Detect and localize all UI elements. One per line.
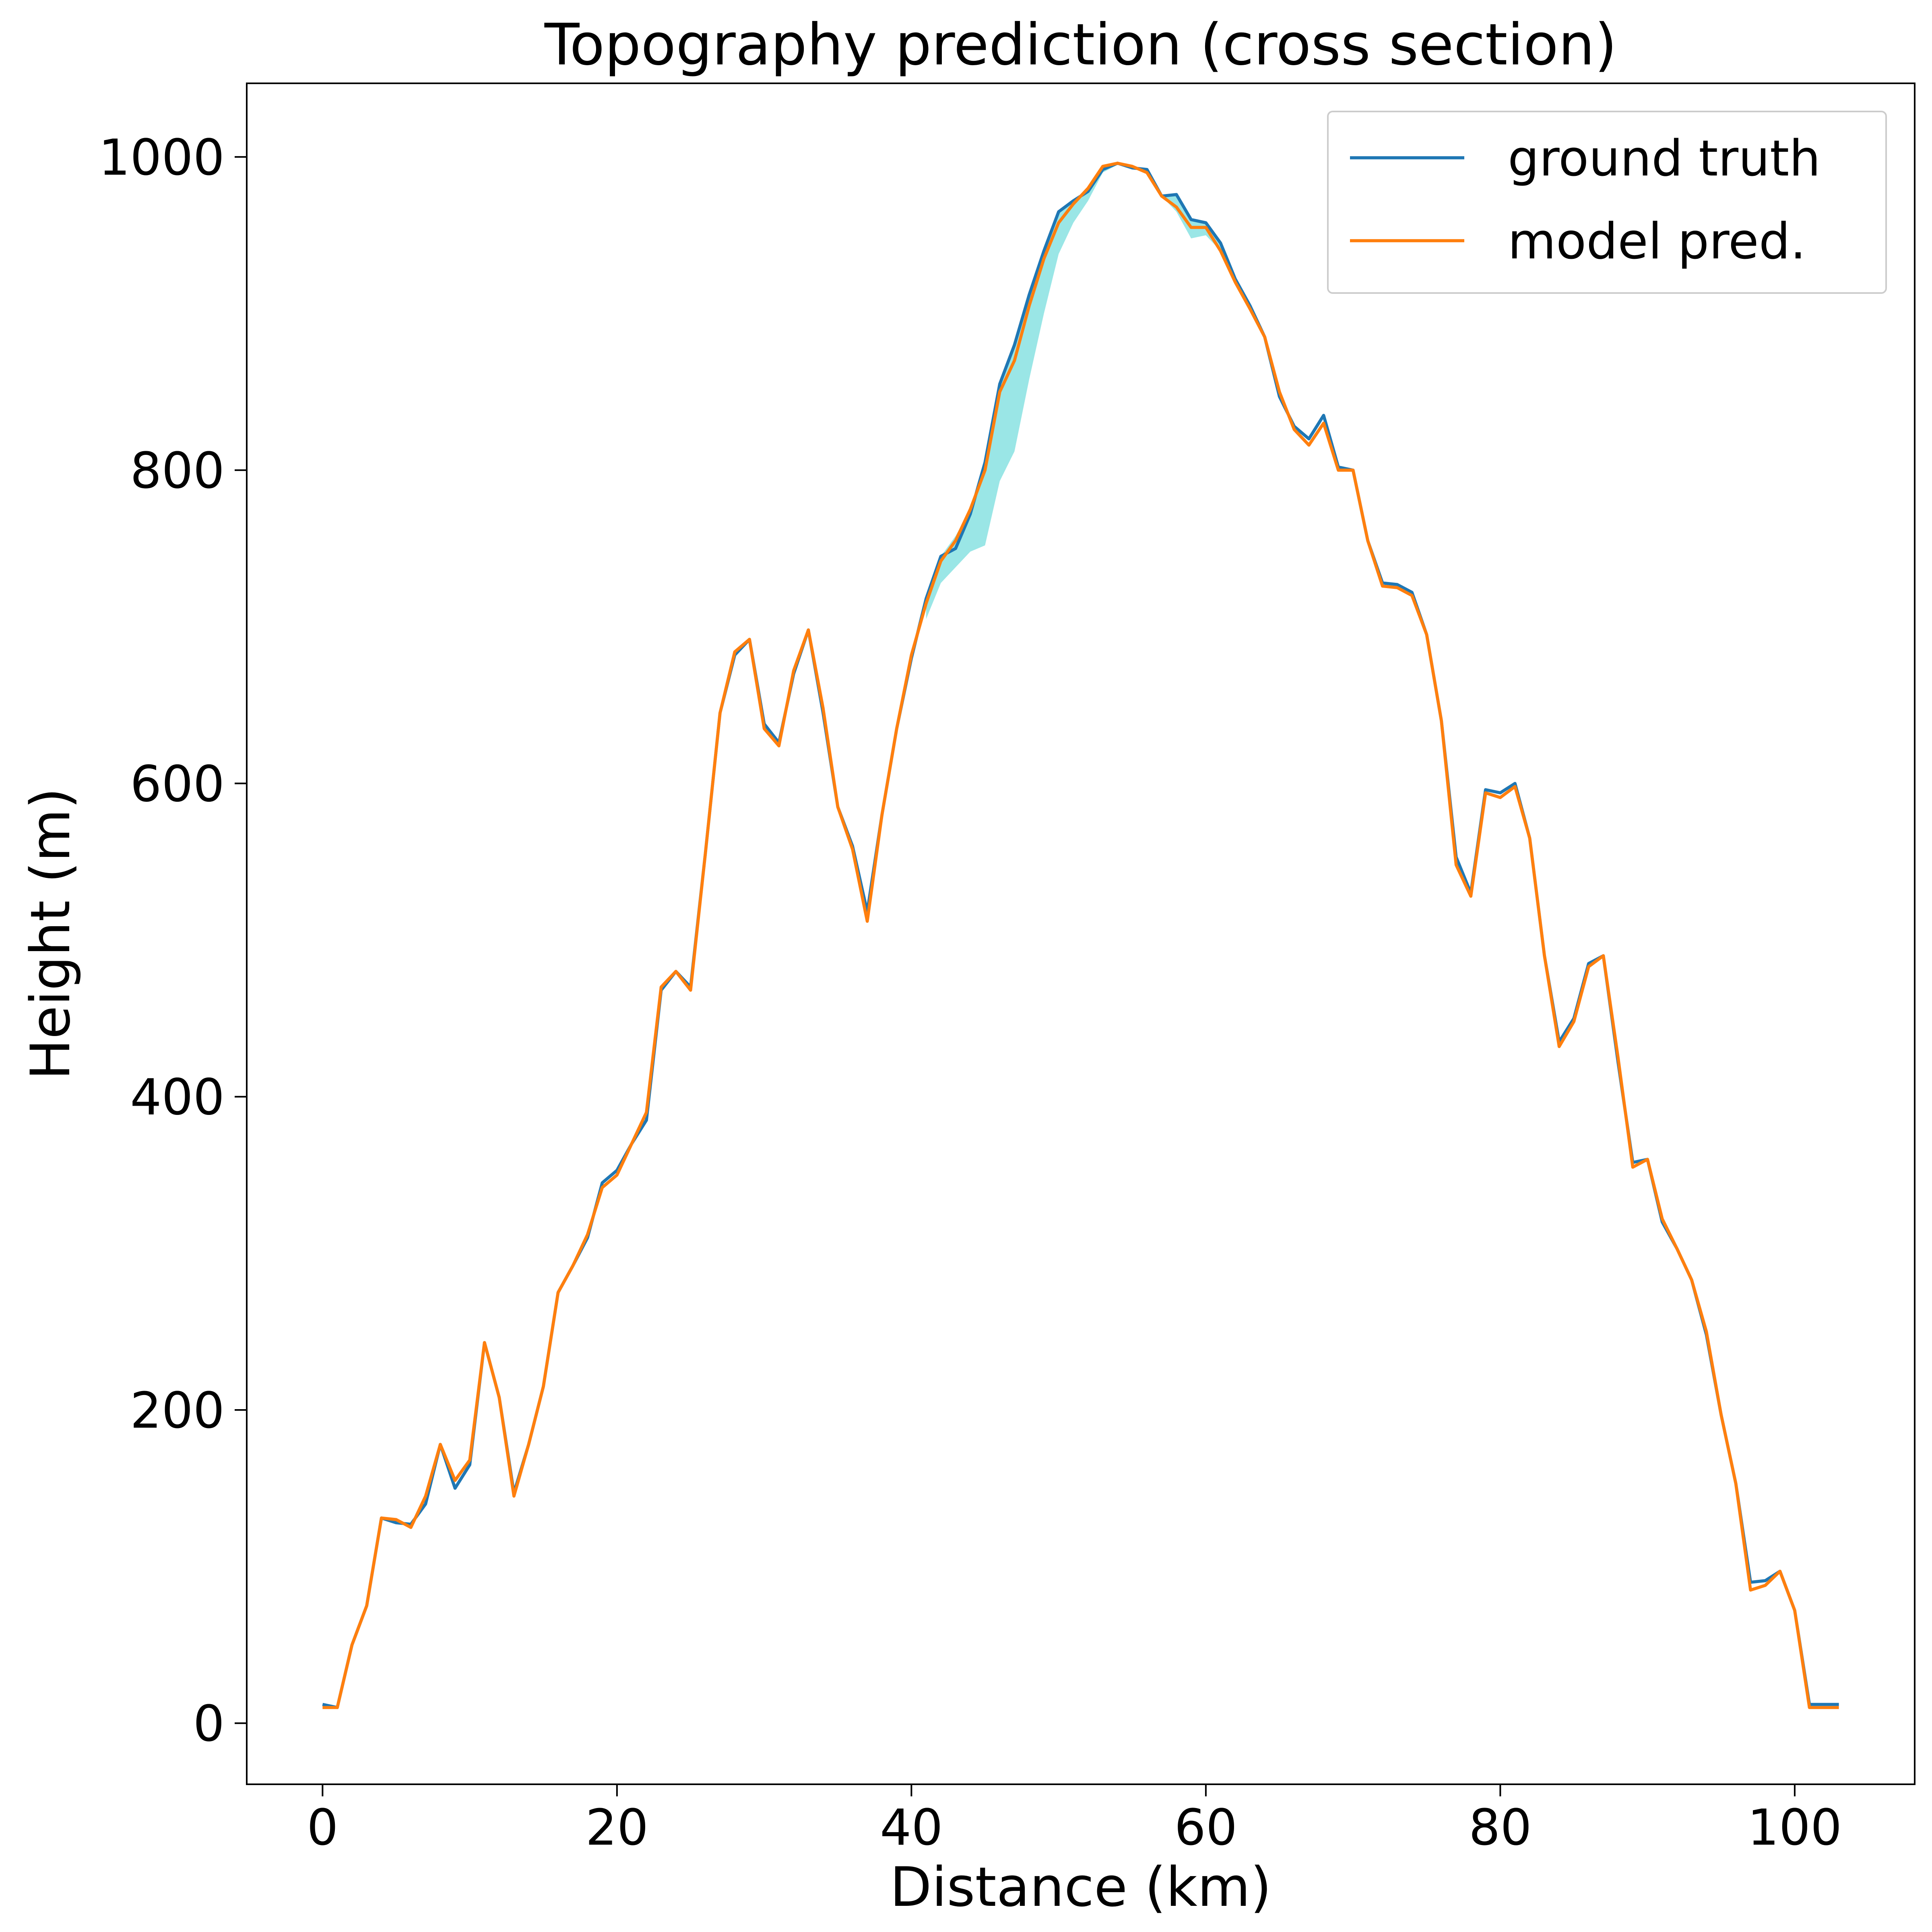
x-tick-label: 0 — [307, 1799, 338, 1857]
y-tick-label: 600 — [130, 755, 225, 813]
x-tick-label: 80 — [1469, 1799, 1532, 1857]
y-tick-label: 800 — [130, 442, 225, 500]
legend: ground truth model pred. — [1327, 111, 1887, 294]
legend-box — [1327, 111, 1887, 294]
legend-label: ground truth — [1508, 130, 1821, 188]
x-tick-label: 40 — [880, 1799, 943, 1857]
x-axis-label: Distance (km) — [890, 1856, 1271, 1919]
y-tick-label: 400 — [130, 1069, 225, 1127]
y-tick-label: 1000 — [99, 129, 225, 187]
y-axis-label: Height (m) — [19, 788, 82, 1080]
x-tick-label: 100 — [1748, 1799, 1842, 1857]
chart-title: Topography prediction (cross section) — [544, 12, 1617, 78]
legend-label: model pred. — [1508, 213, 1806, 270]
y-tick-label: 200 — [130, 1382, 225, 1440]
y-tick-label: 0 — [193, 1695, 225, 1753]
data-line — [322, 161, 1839, 1709]
x-tick-label: 60 — [1174, 1799, 1238, 1857]
x-tick-label: 20 — [586, 1799, 649, 1857]
plot-frame — [246, 83, 1915, 1785]
